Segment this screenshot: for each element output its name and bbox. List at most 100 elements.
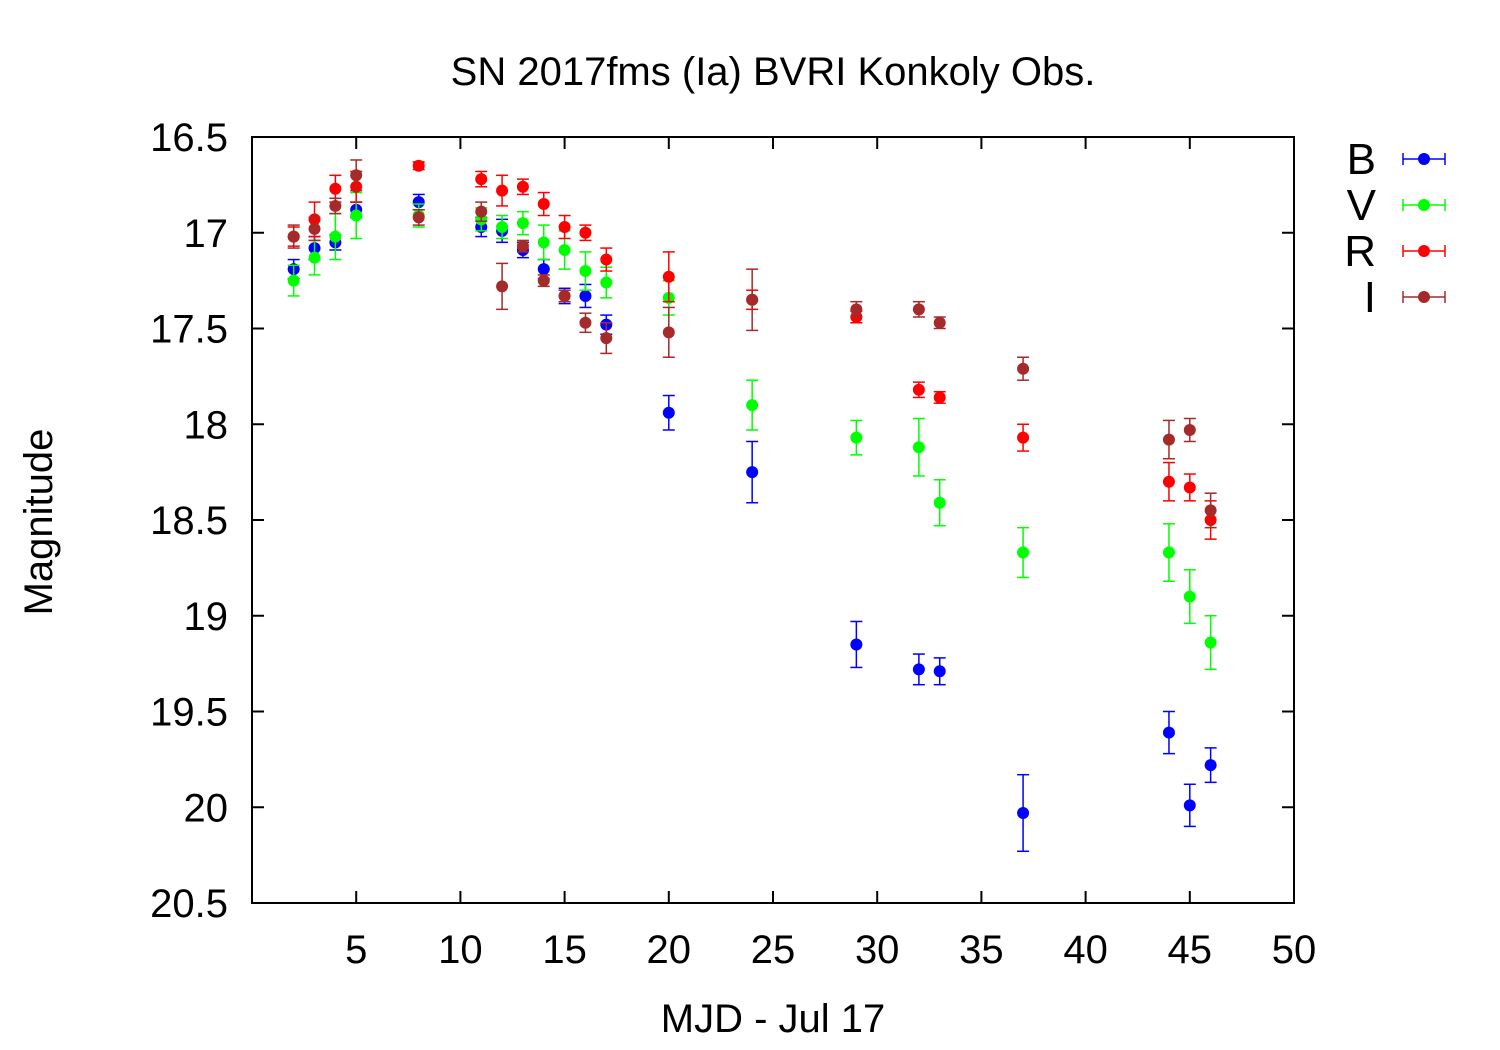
data-point: [933, 391, 946, 404]
y-tick-label: 20.5: [150, 882, 228, 926]
data-point: [1183, 423, 1196, 436]
data-point: [746, 293, 759, 306]
data-point: [912, 303, 925, 316]
data-point: [579, 265, 592, 278]
legend-label: R: [1344, 227, 1376, 276]
data-point: [1162, 726, 1175, 739]
x-tick-label: 40: [1063, 928, 1108, 972]
data-point: [1204, 636, 1217, 649]
data-point: [537, 263, 550, 276]
y-tick-label: 18.5: [150, 499, 228, 543]
data-point: [1162, 546, 1175, 559]
data-point: [558, 221, 571, 234]
data-point: [850, 303, 863, 316]
data-point: [329, 199, 342, 212]
axis-ticks: 5 10 15 20 25 30 35 40 45 50 16.5 17 17.5 18 18.5 19 19.…: [150, 116, 1316, 972]
data-point: [662, 406, 675, 419]
legend-marker: [1418, 245, 1430, 257]
series-V: [287, 191, 1217, 671]
data-point: [850, 431, 863, 444]
x-axis-label: MJD - Jul 17: [661, 997, 886, 1041]
data-point: [746, 399, 759, 412]
data-point: [1017, 546, 1030, 559]
data-point: [1162, 475, 1175, 488]
data-point: [1162, 433, 1175, 446]
x-tick-label: 30: [855, 928, 900, 972]
data-point: [412, 211, 425, 224]
x-tick-label: 35: [959, 928, 1004, 972]
data-point: [412, 159, 425, 172]
y-axis-label: Magnitude: [17, 429, 61, 616]
data-point: [1017, 431, 1030, 444]
data-point: [558, 289, 571, 302]
data-point: [933, 316, 946, 329]
y-tick-label: 19.5: [150, 691, 228, 735]
data-point: [600, 253, 613, 266]
data-point: [579, 316, 592, 329]
legend-label: I: [1364, 273, 1376, 322]
data-point: [496, 280, 509, 293]
data-point: [516, 217, 529, 230]
data-point: [1183, 481, 1196, 494]
data-point: [912, 441, 925, 454]
data-point: [308, 251, 321, 264]
legend-label: B: [1347, 135, 1376, 184]
data-point: [516, 240, 529, 253]
data-point: [579, 289, 592, 302]
x-tick-label: 20: [647, 928, 692, 972]
y-tick-label: 18: [184, 403, 229, 447]
data-point: [287, 274, 300, 287]
data-point: [1183, 590, 1196, 603]
data-point: [912, 383, 925, 396]
data-point: [662, 326, 675, 339]
data-point: [600, 332, 613, 345]
data-point: [933, 496, 946, 509]
data-point: [1017, 362, 1030, 375]
data-point: [537, 274, 550, 287]
legend-marker: [1418, 291, 1430, 303]
legend: BVRI: [1344, 135, 1446, 322]
series-I: [287, 159, 1217, 529]
x-tick-label: 45: [1168, 928, 1213, 972]
data-point: [496, 184, 509, 197]
data-point: [350, 209, 363, 222]
y-tick-label: 17.5: [150, 308, 228, 352]
data-point: [475, 205, 488, 218]
x-tick-label: 10: [438, 928, 483, 972]
data-point: [558, 243, 571, 256]
data-point: [662, 270, 675, 283]
x-tick-label: 50: [1272, 928, 1317, 972]
data-point: [537, 198, 550, 211]
data-point: [350, 169, 363, 182]
data-point: [1017, 806, 1030, 819]
y-tick-label: 17: [184, 212, 229, 256]
legend-marker: [1418, 153, 1430, 165]
data-point: [600, 276, 613, 289]
legend-label: V: [1347, 181, 1377, 230]
data-point: [1204, 759, 1217, 772]
data-point: [329, 182, 342, 195]
data-point: [496, 221, 509, 234]
plot-frame: [251, 136, 1295, 904]
x-tick-label: 5: [345, 928, 367, 972]
y-tick-label: 19: [184, 595, 229, 639]
data-point: [912, 663, 925, 676]
chart-marks: [287, 159, 1217, 853]
x-tick-label: 25: [751, 928, 796, 972]
data-point: [308, 222, 321, 235]
chart-title: SN 2017fms (Ia) BVRI Konkoly Obs.: [451, 50, 1096, 94]
data-point: [579, 226, 592, 239]
data-point: [850, 638, 863, 651]
data-point: [475, 173, 488, 186]
x-tick-label: 15: [542, 928, 587, 972]
data-point: [329, 230, 342, 243]
data-point: [933, 665, 946, 678]
data-point: [537, 236, 550, 249]
data-point: [1204, 504, 1217, 517]
y-tick-label: 20: [184, 786, 229, 830]
data-point: [412, 196, 425, 209]
data-point: [287, 230, 300, 243]
legend-marker: [1418, 199, 1430, 211]
data-point: [746, 466, 759, 479]
